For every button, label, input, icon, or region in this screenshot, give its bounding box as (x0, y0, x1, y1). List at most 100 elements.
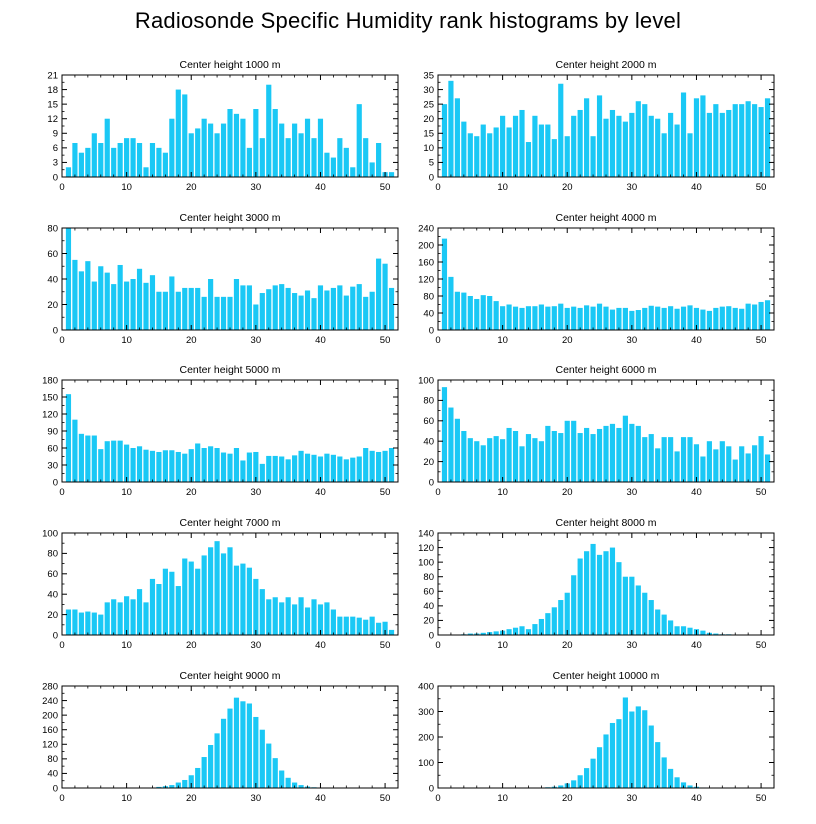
histogram-bar (551, 139, 557, 177)
histogram-bar (78, 612, 84, 635)
histogram-bar (143, 167, 149, 177)
histogram-bar (500, 115, 506, 177)
x-tick-label: 30 (251, 487, 262, 498)
histogram-bar (603, 734, 609, 788)
histogram-bar (680, 92, 687, 177)
histogram-bar (246, 285, 252, 331)
histogram-bar (525, 434, 532, 482)
histogram-bar (713, 449, 719, 482)
histogram-bar (298, 295, 304, 330)
histogram-bar (85, 435, 91, 482)
histogram-bar (590, 758, 596, 788)
x-tick-label: 30 (251, 640, 262, 651)
panel-title: Center height 4000 m (556, 212, 657, 224)
histogram-bar (259, 729, 265, 788)
histogram-panel: Center height 10000 m 0 10 20 30 40 50 0 100 200 3… (418, 670, 775, 804)
y-tick-label: 80 (47, 223, 58, 234)
panel-title: Center height 3000 m (180, 212, 281, 224)
panel-title: Center height 2000 m (556, 59, 657, 71)
histogram-bar (726, 109, 732, 177)
histogram-bar (156, 291, 162, 330)
y-tick-label: 9 (53, 129, 58, 140)
histogram-bar (350, 167, 356, 177)
histogram-bar (635, 585, 641, 635)
histogram-bar (279, 123, 285, 177)
histogram-bar (571, 780, 577, 788)
histogram-bar (65, 228, 72, 330)
panel-title: Center height 8000 m (556, 517, 657, 529)
histogram-bar (272, 455, 278, 482)
histogram-bar (162, 568, 168, 635)
y-tick-label: 300 (418, 707, 434, 718)
histogram-bar (584, 427, 590, 482)
histogram-bar (208, 446, 214, 482)
histogram-bar (764, 98, 771, 177)
histogram-bar (337, 285, 343, 331)
y-tick-label: 15 (423, 129, 434, 140)
y-tick-label: 80 (47, 754, 58, 765)
y-tick-label: 0 (53, 477, 58, 488)
histogram-bar (259, 293, 265, 330)
y-tick-label: 40 (423, 601, 434, 612)
histogram-bar (382, 621, 388, 635)
histogram-panel: Center height 8000 m 0 10 20 30 40 50 0 20 40 60 80… (418, 517, 775, 651)
histogram-bar (493, 127, 499, 177)
histogram-bar (175, 586, 181, 635)
histogram-bar (655, 448, 661, 482)
histogram-bar (149, 450, 156, 482)
histogram-bar (674, 777, 680, 788)
histogram-bar (454, 291, 460, 330)
histogram-bar (201, 448, 207, 482)
histogram-bar (687, 627, 693, 635)
histogram-bar (324, 152, 330, 177)
histogram-bar (668, 306, 674, 330)
y-tick-label: 120 (42, 740, 58, 751)
histogram-bar (78, 433, 84, 482)
histogram-bar (214, 541, 220, 635)
histogram-bar (700, 309, 706, 330)
histogram-bar (545, 124, 551, 177)
histogram-bar (706, 310, 712, 331)
histogram-bar (506, 127, 512, 177)
histogram-bar (674, 308, 680, 330)
histogram-bar (648, 600, 654, 635)
histogram-bar (136, 589, 143, 635)
histogram-bar (545, 306, 551, 331)
x-tick-label: 50 (380, 793, 391, 804)
y-tick-label: 100 (418, 758, 434, 769)
histogram-bar (104, 441, 110, 482)
histogram-bar (680, 782, 687, 788)
histogram-bar (571, 575, 577, 635)
histogram-bar (253, 716, 259, 788)
histogram-bar (246, 147, 252, 177)
y-tick-label: 20 (423, 616, 434, 627)
x-tick-label: 20 (562, 182, 573, 193)
histogram-bar (596, 747, 603, 788)
histogram-bar (648, 434, 654, 482)
histogram-bar (596, 428, 603, 482)
histogram-bar (519, 307, 525, 330)
histogram-bar (337, 456, 343, 482)
histogram-bar (65, 609, 72, 635)
histogram-bar (201, 555, 207, 635)
histogram-bar (182, 287, 188, 330)
y-tick-label: 80 (423, 572, 434, 583)
histogram-bar (745, 303, 751, 330)
histogram-bar (732, 104, 738, 177)
y-tick-label: 40 (423, 308, 434, 319)
histogram-bar (719, 441, 725, 482)
histogram-bar (388, 287, 395, 330)
x-tick-label: 40 (691, 640, 702, 651)
x-tick-label: 10 (121, 335, 132, 346)
histogram-bar (240, 118, 246, 177)
y-tick-label: 240 (42, 696, 58, 707)
histogram-bar (195, 128, 201, 177)
histogram-bar (65, 394, 72, 482)
histogram-bar (149, 143, 156, 177)
histogram-bar (285, 459, 291, 482)
histogram-bar (661, 757, 667, 788)
histogram-bar (642, 437, 648, 482)
histogram-bar (175, 451, 181, 482)
histogram-bar (635, 101, 641, 177)
histogram-bar (369, 162, 375, 177)
